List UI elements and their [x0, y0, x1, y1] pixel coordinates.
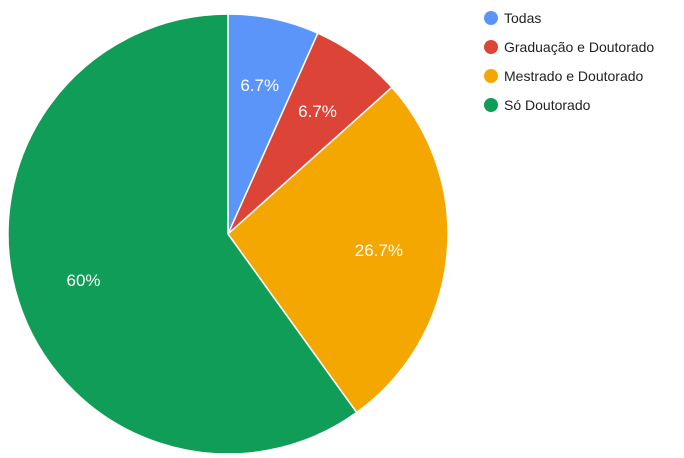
pie-slice-mestrado-e-doutorado: [227, 86, 449, 414]
legend-swatch-todas: [484, 10, 498, 25]
slice-label-todas: 6.7%: [240, 76, 279, 95]
legend-label-todas: Todas: [504, 9, 542, 26]
slice-label-so-doutorado: 60%: [67, 271, 101, 290]
legend-swatch-graduacao-e-doutorado: [484, 39, 498, 54]
legend-item-graduacao-e-doutorado: Graduação e Doutorado: [484, 38, 680, 55]
legend-label-so-doutorado: Só Doutorado: [504, 96, 591, 113]
slice-label-graduacao-e-doutorado: 6.7%: [298, 102, 337, 121]
legend-label-mestrado-e-doutorado: Mestrado e Doutorado: [504, 67, 644, 84]
legend-label-graduacao-e-doutorado: Graduação e Doutorado: [504, 38, 655, 55]
chart-legend: Todas Graduação e Doutorado Mestrado e D…: [484, 9, 680, 125]
slice-label-mestrado-e-doutorado: 26.7%: [355, 241, 403, 260]
legend-swatch-mestrado-e-doutorado: [484, 68, 498, 83]
legend-item-mestrado-e-doutorado: Mestrado e Doutorado: [484, 67, 680, 84]
legend-item-so-doutorado: Só Doutorado: [484, 96, 680, 113]
legend-swatch-so-doutorado: [484, 97, 498, 112]
legend-item-todas: Todas: [484, 9, 680, 26]
